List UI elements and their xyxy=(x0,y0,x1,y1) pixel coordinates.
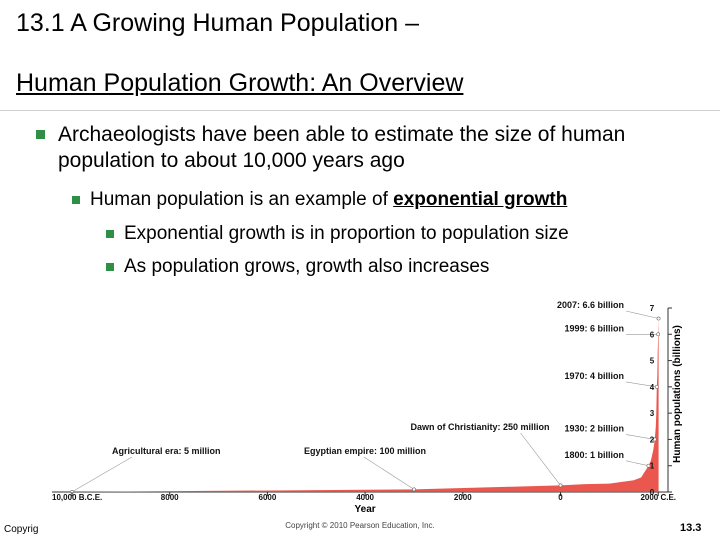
annotation-label: 1999: 6 billion xyxy=(564,324,624,334)
y-tick-label: 2 xyxy=(650,435,655,444)
annotation-leader xyxy=(520,432,561,486)
y-tick-label: 4 xyxy=(650,383,655,392)
annotation-label: 2007: 6.6 billion xyxy=(557,300,624,310)
bullet-level-2: Human population is an example of expone… xyxy=(72,188,692,212)
x-tick-label: 4000 xyxy=(356,493,374,502)
x-tick-label: 2000 xyxy=(454,493,472,502)
title-divider xyxy=(0,110,720,111)
square-bullet-icon xyxy=(36,130,45,139)
population-chart: Agricultural era: 5 million Egyptian empi… xyxy=(52,300,683,530)
annotation-dot xyxy=(412,487,416,492)
x-axis-label: Year xyxy=(355,504,376,515)
population-area xyxy=(72,318,659,492)
bullet-level-3: As population grows, growth also increas… xyxy=(106,255,696,279)
bullet-level-1: Archaeologists have been able to estimat… xyxy=(36,122,696,174)
y-tick-label: 3 xyxy=(650,409,655,418)
slide-title: 13.1 A Growing Human Population – xyxy=(16,9,420,37)
x-tick-label: 10,000 B.C.E. xyxy=(52,493,102,502)
bullet-text: Archaeologists have been able to estimat… xyxy=(58,123,626,172)
bullet-text: Exponential growth is in proportion to p… xyxy=(124,223,569,244)
annotation-leader xyxy=(625,434,655,440)
y-tick-label: 1 xyxy=(650,462,655,471)
x-tick-label: 0 xyxy=(558,493,563,502)
annotation-dot xyxy=(558,483,563,488)
annotation-dot xyxy=(656,332,661,337)
annotation-leader xyxy=(363,456,415,490)
bullet-level-3: Exponential growth is in proportion to p… xyxy=(106,222,696,246)
chart-annotations: Agricultural era: 5 million Egyptian empi… xyxy=(70,300,661,494)
footer-copyright-fragment: Copyrig xyxy=(4,524,39,535)
footer-figure-number: 13.3 xyxy=(680,522,702,534)
x-tick-label: 6000 xyxy=(259,493,277,502)
annotation-dot xyxy=(656,316,661,321)
y-axis-label: Human populations (billions) xyxy=(672,325,683,463)
chart-axes xyxy=(52,308,669,493)
annotation-leader xyxy=(625,381,657,388)
bullet-text: Human population is an example of expone… xyxy=(72,188,692,212)
bullet-text-lead: Human population is an example of xyxy=(90,189,388,210)
y-tick-label: 0 xyxy=(650,488,655,497)
annotation-label: 1930: 2 billion xyxy=(564,424,624,434)
square-bullet-icon xyxy=(106,263,114,271)
y-tick-label: 7 xyxy=(650,304,655,313)
annotation-dot xyxy=(646,463,651,468)
annotation-leader xyxy=(625,310,659,319)
annotation-label: 1970: 4 billion xyxy=(564,371,624,381)
annotation-label: 1800: 1 billion xyxy=(564,450,624,460)
annotation-label: Agricultural era: 5 million xyxy=(112,446,221,456)
copyright-text: Copyright © 2010 Pearson Education, Inc. xyxy=(285,521,435,530)
bullet-text: As population grows, growth also increas… xyxy=(124,256,490,277)
square-bullet-icon xyxy=(106,230,114,238)
y-tick-label: 5 xyxy=(650,357,655,366)
annotation-label: Dawn of Christianity: 250 million xyxy=(411,422,550,432)
emphasis-term: exponential growth xyxy=(393,189,568,210)
annotation-leader xyxy=(71,456,133,493)
x-tick-label: 8000 xyxy=(161,493,179,502)
annotation-dot xyxy=(654,384,659,389)
annotation-label: Egyptian empire: 100 million xyxy=(304,446,426,456)
annotation-leader xyxy=(625,460,649,467)
annotation-dot xyxy=(652,437,657,442)
chart-ticks: 10,000 B.C.E. 8000 6000 4000 2000 0 2000 C.E.0… xyxy=(52,304,676,502)
square-bullet-icon xyxy=(72,196,80,204)
x-tick-label: 2000 C.E. xyxy=(640,493,676,502)
y-tick-label: 6 xyxy=(650,330,655,339)
slide-subtitle: Human Population Growth: An Overview xyxy=(16,69,464,97)
